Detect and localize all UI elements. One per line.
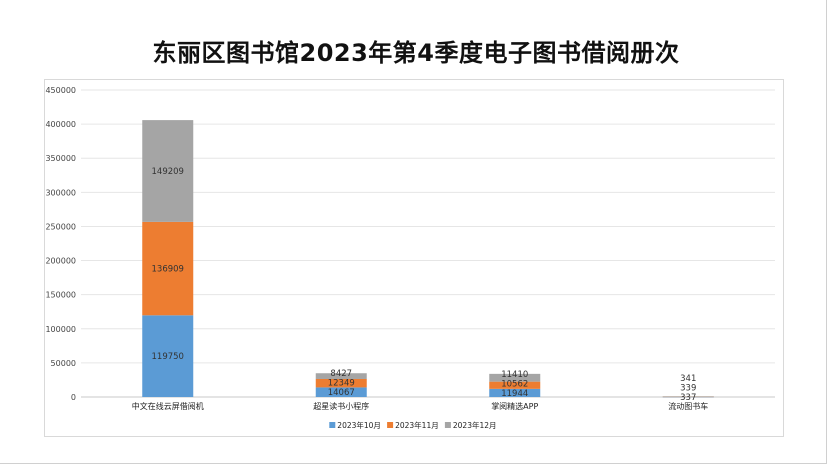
legend-label: 2023年11月 xyxy=(395,420,439,430)
bar-segment xyxy=(662,396,714,397)
legend: 2023年10月 2023年11月 2023年12月 xyxy=(329,420,497,430)
legend-swatch xyxy=(329,422,336,428)
legend-swatch xyxy=(444,422,451,428)
data-label: 149209 xyxy=(152,167,184,177)
y-tick-label: 0 xyxy=(71,393,76,402)
x-category-label: 超星读书小程序 xyxy=(313,401,369,411)
data-label: 119750 xyxy=(152,352,184,362)
legend-label: 2023年12月 xyxy=(453,420,497,430)
data-label: 10562 xyxy=(501,379,528,389)
y-tick-label: 450000 xyxy=(45,86,76,95)
y-tick-label: 100000 xyxy=(45,325,76,334)
y-tick-label: 300000 xyxy=(45,188,76,197)
data-label: 11944 xyxy=(501,389,528,399)
chart-title: 东丽区图书馆2023年第4季度电子图书借阅册次 xyxy=(152,39,680,67)
bars xyxy=(142,120,714,398)
data-label: 337 xyxy=(680,393,696,403)
bar-segment xyxy=(315,387,367,397)
y-axis-ticks: 0 50000 100000 150000 200000 250000 300000 3500… xyxy=(45,86,76,402)
legend-label: 2023年10月 xyxy=(337,420,381,430)
bar-segment xyxy=(142,120,194,222)
y-tick-label: 400000 xyxy=(45,120,76,129)
gridlines xyxy=(81,89,775,398)
data-label: 11410 xyxy=(501,370,528,380)
bar-segment xyxy=(142,221,194,316)
legend-swatch xyxy=(387,422,394,428)
x-category-label: 中文在线云屏借阅机 xyxy=(132,401,204,411)
data-label: 136909 xyxy=(152,265,184,275)
bar-segment xyxy=(315,373,367,379)
data-label: 12349 xyxy=(328,379,355,389)
bar-segment xyxy=(489,388,541,397)
x-category-label: 流动图书车 xyxy=(668,401,708,411)
data-label: 14067 xyxy=(328,388,355,398)
plot-area-frame xyxy=(44,79,784,437)
y-tick-label: 250000 xyxy=(45,222,76,231)
bar-segment xyxy=(489,381,541,389)
y-tick-label: 200000 xyxy=(45,257,76,266)
bar-segment xyxy=(315,378,367,388)
x-axis-categories: 中文在线云屏借阅机 超星读书小程序 掌阅精选APP 流动图书车 xyxy=(132,401,709,411)
bar-segment xyxy=(489,373,541,382)
data-label: 341 xyxy=(680,374,696,384)
x-category-label: 掌阅精选APP xyxy=(491,401,538,411)
bar-segment xyxy=(142,315,194,397)
data-label: 8427 xyxy=(330,369,352,379)
y-tick-label: 350000 xyxy=(45,154,76,163)
y-tick-label: 50000 xyxy=(51,359,76,368)
y-tick-label: 150000 xyxy=(45,291,76,300)
data-label: 339 xyxy=(680,383,696,393)
